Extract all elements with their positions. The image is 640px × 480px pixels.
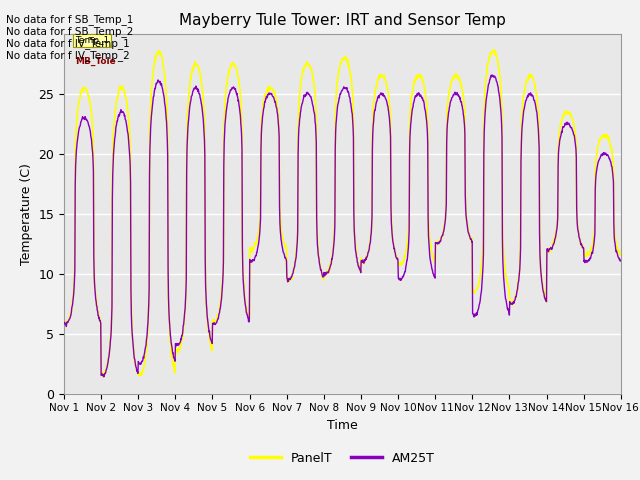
Text: No data for f IV_Temp_2: No data for f IV_Temp_2 bbox=[6, 49, 130, 60]
Text: MB_Tole: MB_Tole bbox=[75, 57, 116, 66]
Text: No data for f IV_Temp_1: No data for f IV_Temp_1 bbox=[6, 37, 130, 48]
Text: No data for f SB_Temp_1: No data for f SB_Temp_1 bbox=[6, 13, 134, 24]
Legend: PanelT, AM25T: PanelT, AM25T bbox=[244, 447, 440, 469]
Title: Mayberry Tule Tower: IRT and Sensor Temp: Mayberry Tule Tower: IRT and Sensor Temp bbox=[179, 13, 506, 28]
Text: Temp_1: Temp_1 bbox=[75, 36, 109, 45]
Y-axis label: Temperature (C): Temperature (C) bbox=[20, 163, 33, 264]
Text: No data for f SB_Temp_2: No data for f SB_Temp_2 bbox=[6, 25, 134, 36]
X-axis label: Time: Time bbox=[327, 419, 358, 432]
